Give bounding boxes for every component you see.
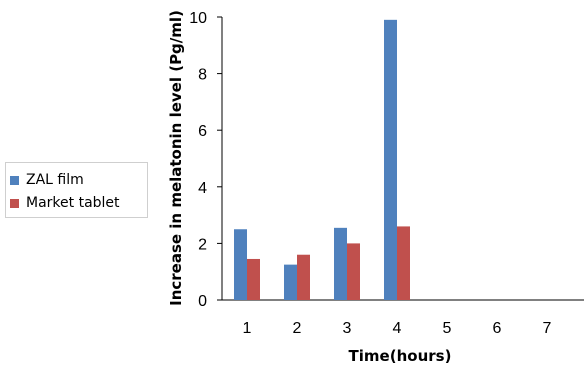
y-tick-label: 2 <box>198 236 207 253</box>
bar-zal-film-2 <box>284 264 297 300</box>
y-tick-label: 6 <box>198 123 207 140</box>
x-tick-label: 2 <box>293 320 302 337</box>
x-tick-label: 6 <box>493 320 502 337</box>
x-tick-label: 1 <box>243 320 252 337</box>
y-tick-label: 0 <box>198 293 207 310</box>
y-axis: 0 2 4 6 8 10 <box>189 10 223 310</box>
legend-swatch-market-tablet <box>10 198 19 208</box>
x-axis: 12345678 <box>222 299 584 337</box>
x-tick-label: 3 <box>343 320 352 337</box>
bar-zal-film-1 <box>234 229 247 300</box>
legend-swatch-zal-film <box>10 175 19 185</box>
x-axis-title: Time(hours) <box>349 347 452 365</box>
legend-item-zal-film: ZAL film <box>10 170 84 190</box>
bar-market-tablet-3 <box>347 243 360 300</box>
legend-label: Market tablet <box>26 195 120 211</box>
x-tick-label: 7 <box>543 320 552 337</box>
bar-market-tablet-4 <box>397 226 410 300</box>
legend: ZAL film Market tablet <box>5 162 148 218</box>
x-tick-label: 4 <box>393 320 402 337</box>
y-tick-label: 4 <box>198 180 207 197</box>
bar-market-tablet-1 <box>247 258 260 300</box>
y-axis-title: Increase in melatonin level (Pg/ml) <box>167 10 185 306</box>
y-tick-label: 10 <box>189 10 207 27</box>
y-tick-label: 8 <box>198 67 207 84</box>
x-ticks: 12345678 <box>243 320 552 337</box>
bars <box>234 19 410 301</box>
x-tick-label: 5 <box>443 320 452 337</box>
legend-item-market-tablet: Market tablet <box>10 193 120 213</box>
legend-label: ZAL film <box>26 172 84 188</box>
bar-zal-film-3 <box>334 227 347 300</box>
bar-zal-film-4 <box>384 19 397 301</box>
y-ticks: 0 2 4 6 8 10 <box>189 10 222 310</box>
bar-market-tablet-2 <box>297 254 310 300</box>
